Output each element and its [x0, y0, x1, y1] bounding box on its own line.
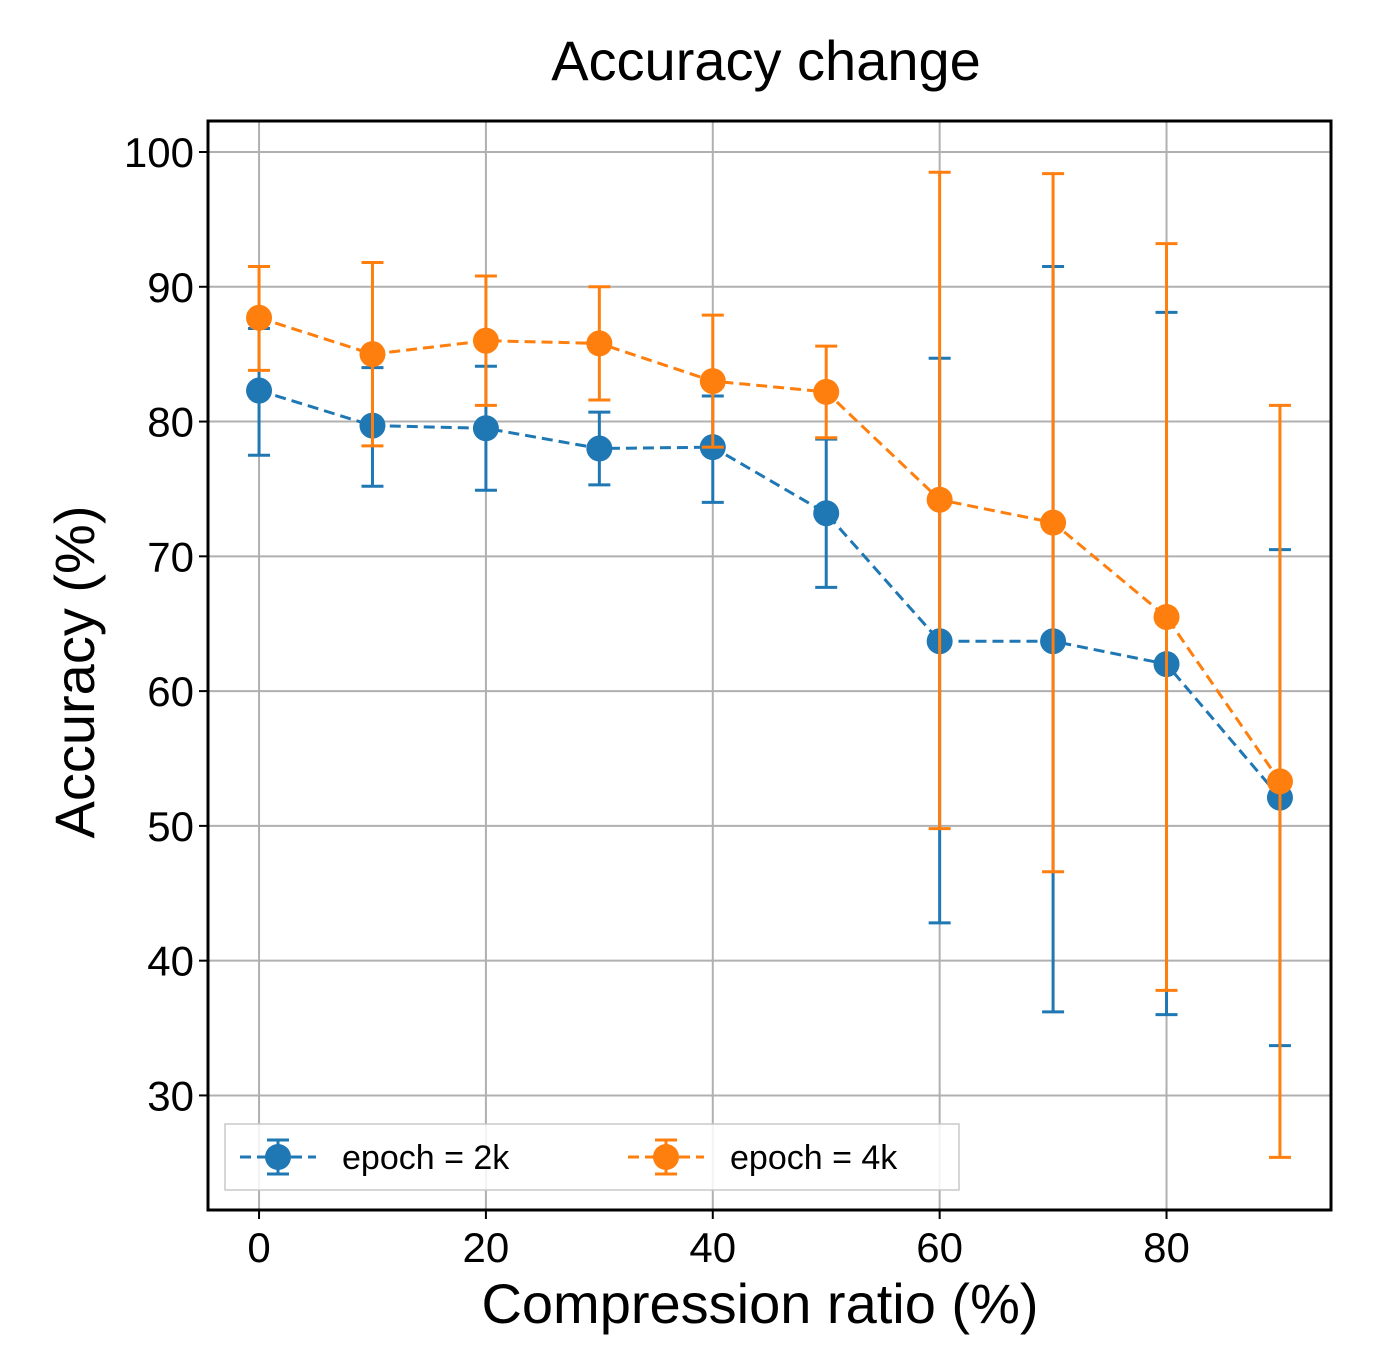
legend-label: epoch = 4k: [730, 1139, 898, 1177]
series-line: [258, 316, 1282, 783]
legend-item-2: epoch = 4k: [628, 1138, 898, 1177]
data-point: [813, 500, 840, 527]
data-point: [1266, 768, 1293, 795]
series-2: [246, 170, 1293, 1159]
data-point: [472, 415, 499, 442]
y-tick-label: 60: [147, 668, 194, 715]
data-point: [926, 486, 953, 513]
x-tick-label: 60: [916, 1224, 963, 1271]
data-point: [586, 435, 613, 462]
legend-marker: [265, 1144, 291, 1170]
series: [246, 170, 1293, 1159]
y-tick-label: 100: [124, 129, 194, 176]
x-tick-label: 80: [1143, 1224, 1190, 1271]
y-tick-label: 80: [147, 399, 194, 446]
y-tick-label: 70: [147, 533, 194, 580]
legend-label: epoch = 2k: [342, 1139, 510, 1177]
y-tick-label: 50: [147, 803, 194, 850]
x-tick-label: 40: [689, 1224, 736, 1271]
chart-title: Accuracy change: [551, 29, 981, 92]
x-tick-label: 20: [463, 1224, 510, 1271]
x-tick-label: 0: [247, 1224, 270, 1271]
legend-item-1: epoch = 2k: [240, 1138, 510, 1177]
data-point: [1040, 509, 1067, 536]
data-point: [813, 378, 840, 405]
series-line: [258, 389, 1282, 799]
data-point: [246, 377, 273, 404]
plot-background: [208, 121, 1331, 1210]
data-point: [586, 330, 613, 357]
grid: [208, 121, 1331, 1210]
y-tick-label: 40: [147, 938, 194, 985]
data-point: [699, 368, 726, 395]
plot-frame: [206, 119, 1333, 1212]
data-point: [246, 304, 273, 331]
data-point: [359, 341, 386, 368]
y-axis-label: Accuracy (%): [43, 506, 106, 839]
data-point: [1153, 603, 1180, 630]
legend-marker: [653, 1144, 679, 1170]
legend-box: [224, 1123, 960, 1191]
legend: epoch = 2k epoch = 4k: [224, 1123, 960, 1191]
y-tick-label: 90: [147, 264, 194, 311]
y-tick-label: 30: [147, 1072, 194, 1119]
x-axis-label: Compression ratio (%): [481, 1272, 1038, 1335]
data-point: [472, 327, 499, 354]
axis-ticks: 0 20 40 60 80 30 40 50 60 70 80 90 100: [124, 129, 1190, 1271]
